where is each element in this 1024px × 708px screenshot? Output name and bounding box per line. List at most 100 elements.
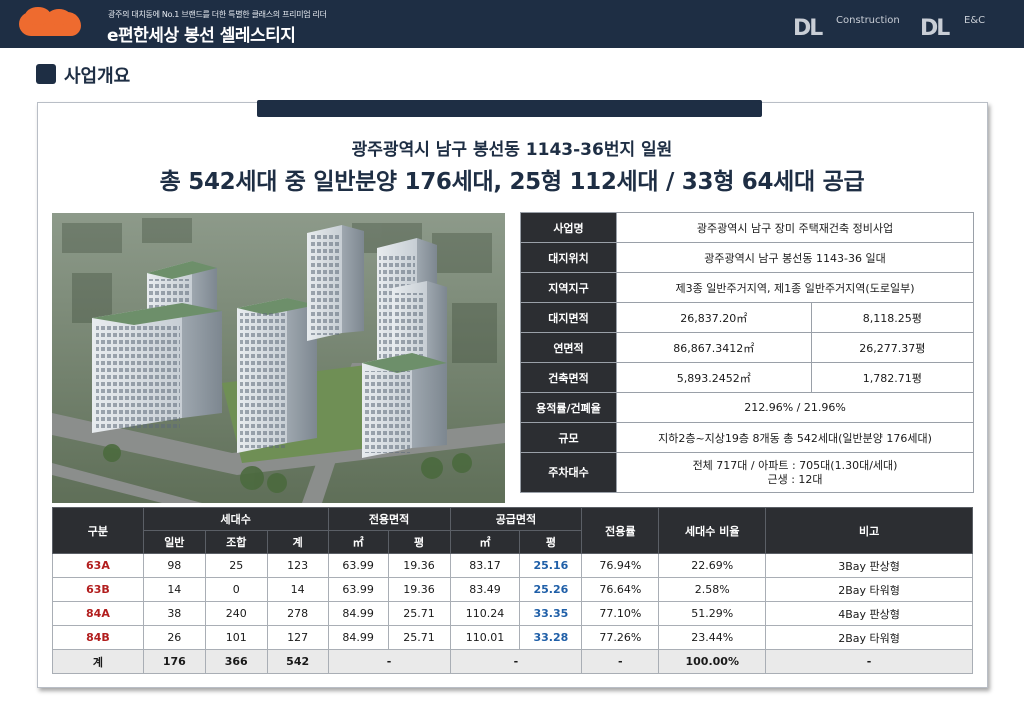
table-row: 84A 38 240 278 84.99 25.71 110.24 33.35 … <box>52 601 973 626</box>
cell: 542 <box>266 649 329 674</box>
col-households: 세대수 <box>142 507 329 531</box>
col-union: 조합 <box>204 530 268 554</box>
info-row-scale: 규모 지하2층~지상19층 8개동 총 542세대(일반분양 176세대) <box>520 422 974 453</box>
cell: 366 <box>204 649 268 674</box>
info-label: 대지위치 <box>520 242 617 273</box>
cell: 25.26 <box>519 577 583 602</box>
parking-line-2: 근생 : 12대 <box>767 472 823 486</box>
cell: 33.28 <box>519 625 583 650</box>
info-label: 건축면적 <box>520 362 617 393</box>
dl-logo-sub: E&C <box>964 15 986 26</box>
cell: 63.99 <box>327 577 389 602</box>
project-info-table: 사업명 광주광역시 남구 장미 주택재건축 정비사업 대지위치 광주광역시 남구… <box>520 212 975 493</box>
cell: 100.00% <box>658 649 767 674</box>
info-label: 용적률/건폐율 <box>520 392 617 423</box>
col-sum: 계 <box>266 530 329 554</box>
info-row-floor-area: 연면적 86,867.3412㎡ 26,277.37평 <box>520 332 975 363</box>
cell: 127 <box>266 625 329 650</box>
cell: 2Bay 타워형 <box>765 625 973 650</box>
col-exclusive-rate: 전용률 <box>581 507 660 554</box>
info-row-site-area: 대지면적 26,837.20㎡ 8,118.25평 <box>520 302 975 333</box>
info-value: 1,782.71평 <box>810 362 975 393</box>
cell: 38 <box>142 601 206 626</box>
cell: 110.01 <box>449 625 521 650</box>
cell: 123 <box>266 553 329 578</box>
cell: 83.49 <box>449 577 521 602</box>
info-value: 26,837.20㎡ <box>616 302 812 333</box>
unit-type: 63B <box>52 577 144 602</box>
dl-construction-logo: DL Construction <box>793 12 911 41</box>
cell: 25.71 <box>387 601 451 626</box>
cell: 51.29% <box>658 601 767 626</box>
info-row-ratio: 용적률/건폐율 212.96% / 21.96% <box>520 392 974 423</box>
info-value: 26,277.37평 <box>810 332 975 363</box>
header-row-2: 일반 조합 계 ㎡ 평 ㎡ 평 <box>53 530 973 554</box>
cell: 98 <box>142 553 206 578</box>
cell: 26 <box>142 625 206 650</box>
cell: 63.99 <box>327 553 389 578</box>
col-ex-py: 평 <box>387 530 451 554</box>
table-row: 63A 98 25 123 63.99 19.36 83.17 25.16 76… <box>52 553 973 578</box>
info-row-building-area: 건축면적 5,893.2452㎡ 1,782.71평 <box>520 362 975 393</box>
cell: - <box>581 649 660 674</box>
cell: 3Bay 판상형 <box>765 553 973 578</box>
dl-logo-mark: DL <box>793 16 823 41</box>
info-value: 212.96% / 21.96% <box>616 392 974 423</box>
cell: 14 <box>142 577 206 602</box>
cell: 22.69% <box>658 553 767 578</box>
unit-type: 84B <box>52 625 144 650</box>
cell: 84.99 <box>327 601 389 626</box>
cell: 4Bay 판상형 <box>765 601 973 626</box>
info-label: 주차대수 <box>520 452 617 493</box>
info-value: 광주광역시 남구 장미 주택재건축 정비사업 <box>616 212 974 243</box>
cell: 77.26% <box>581 625 660 650</box>
cell: 14 <box>266 577 329 602</box>
col-general: 일반 <box>142 530 206 554</box>
col-exclusive-area: 전용면적 <box>327 507 451 531</box>
info-label: 사업명 <box>520 212 617 243</box>
unit-mix-table: 구분 세대수 전용면적 공급면적 전용률 세대수 비율 비고 일반 조합 계 ㎡… <box>52 507 973 674</box>
info-label: 지역지구 <box>520 272 617 303</box>
info-row-location: 대지위치 광주광역시 남구 봉선동 1143-36 일대 <box>520 242 974 273</box>
info-row-parking: 주차대수 전체 717대 / 아파트 : 705대(1.30대/세대) 근생 :… <box>520 452 974 493</box>
info-value: 제3종 일반주거지역, 제1종 일반주거지역(도로일부) <box>616 272 974 303</box>
dl-enc-logo: DL E&C <box>920 12 1000 41</box>
cell: 19.36 <box>387 553 451 578</box>
cell: 84.99 <box>327 625 389 650</box>
card-top-bar <box>257 100 762 117</box>
cell: 19.36 <box>387 577 451 602</box>
col-share: 세대수 비율 <box>658 507 767 554</box>
cell: 23.44% <box>658 625 767 650</box>
col-type: 구분 <box>52 507 144 554</box>
parking-line-1: 전체 717대 / 아파트 : 705대(1.30대/세대) <box>692 458 898 472</box>
dl-logo-sub: Construction <box>836 15 900 26</box>
dl-logo-mark: DL <box>920 16 950 41</box>
cell: - <box>765 649 973 674</box>
header-title: e편한세상 봉선 셀레스티지 <box>107 26 296 46</box>
cell: 2.58% <box>658 577 767 602</box>
total-row: 계 176 366 542 - - - 100.00% - <box>52 649 973 674</box>
cell: 76.94% <box>581 553 660 578</box>
aerial-rendering-drawing <box>52 213 505 503</box>
project-address: 광주광역시 남구 봉선동 1143-36번지 일원 <box>351 140 673 160</box>
table-row: 84B 26 101 127 84.99 25.71 110.01 33.28 … <box>52 625 973 650</box>
section-square-icon <box>36 64 56 84</box>
info-label: 대지면적 <box>520 302 617 333</box>
cell: 0 <box>204 577 268 602</box>
cell: - <box>327 649 451 674</box>
info-row-zone: 지역지구 제3종 일반주거지역, 제1종 일반주거지역(도로일부) <box>520 272 974 303</box>
total-label: 계 <box>52 649 144 674</box>
table-row: 63B 14 0 14 63.99 19.36 83.49 25.26 76.6… <box>52 577 973 602</box>
cell: 25.71 <box>387 625 451 650</box>
cell: 2Bay 타워형 <box>765 577 973 602</box>
cell: 278 <box>266 601 329 626</box>
cell: - <box>449 649 583 674</box>
cell: 33.35 <box>519 601 583 626</box>
cloud-logo-icon <box>19 7 81 36</box>
project-headline: 총 542세대 중 일반분양 176세대, 25형 112세대 / 33형 64… <box>159 169 865 195</box>
info-value: 전체 717대 / 아파트 : 705대(1.30대/세대) 근생 : 12대 <box>616 452 974 493</box>
cell: 110.24 <box>449 601 521 626</box>
header-row-1: 구분 세대수 전용면적 공급면적 전용률 세대수 비율 비고 <box>52 507 973 554</box>
info-label: 규모 <box>520 422 617 453</box>
info-label: 연면적 <box>520 332 617 363</box>
